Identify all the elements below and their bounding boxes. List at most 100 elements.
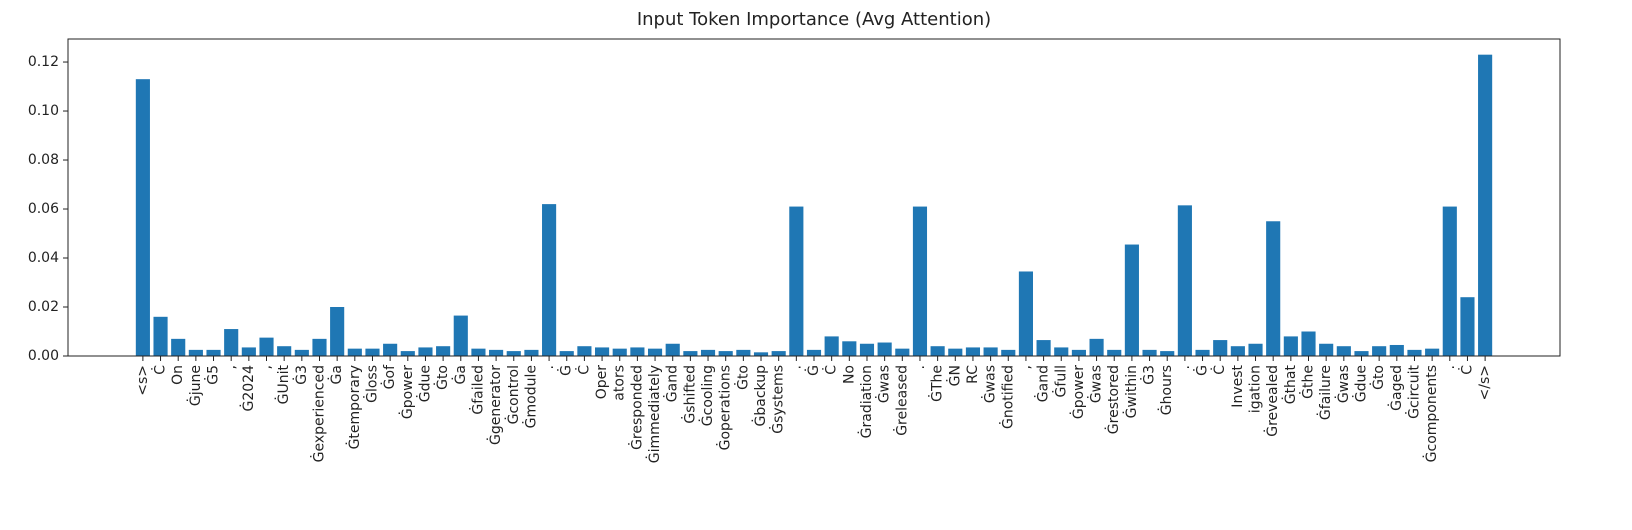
x-tick-label: ĠUnit [274, 365, 292, 405]
bar [1142, 349, 1157, 356]
x-tick-label: Ġcircuit [1404, 365, 1422, 419]
x-tick-label: . [1442, 365, 1458, 369]
bar [1425, 348, 1440, 356]
x-tick-label: Ġof [380, 364, 398, 389]
x-tick-label: Ġtemporary [345, 365, 363, 449]
bar [718, 351, 733, 356]
x-tick-label: Ġcontrol [504, 365, 522, 424]
bar [1160, 351, 1175, 356]
x-tick-label: RC [965, 365, 981, 384]
x-tick-label: Ġfull [1051, 365, 1069, 397]
x-tick-label: Ġ5 [204, 365, 222, 385]
bar [1336, 346, 1351, 356]
x-tick-label: Ċ [1457, 365, 1475, 375]
x-tick-label: Ġwas [875, 365, 893, 403]
chart-title: Input Token Importance (Avg Attention) [637, 9, 991, 30]
bar [1442, 206, 1457, 356]
bar [824, 336, 839, 356]
x-tick-label: Ġpower [398, 365, 416, 419]
bar [612, 348, 627, 356]
x-tick-label: Ġthe [1299, 365, 1317, 399]
x-tick-label: Ġrestored [1104, 365, 1122, 434]
x-tick-label: Ċ [1210, 365, 1228, 375]
x-tick-label: Ġa [327, 365, 345, 384]
bar [224, 329, 239, 356]
bar [630, 347, 645, 356]
x-tick-label: Oper [594, 365, 610, 400]
x-tick-label: Ġloss [362, 365, 380, 403]
x-tick-label: Ġwas [981, 365, 999, 403]
bar [542, 204, 557, 356]
bar [806, 349, 822, 356]
x-tick-label: Ċ [822, 365, 840, 375]
x-tick-label: Ġdue [1351, 365, 1369, 402]
bar [1372, 346, 1387, 356]
bar [524, 349, 539, 356]
bar [700, 349, 716, 356]
bar [1036, 340, 1051, 356]
x-tick-label: Ġ [804, 365, 822, 376]
bar [1071, 349, 1086, 356]
x-tick-label: Ġnotified [998, 365, 1016, 429]
bar [1460, 297, 1475, 356]
bar [930, 346, 945, 356]
bar [595, 347, 610, 356]
x-tick-label: ĠN [945, 365, 963, 386]
bar [171, 338, 186, 356]
x-tick-label: Ġcomponents [1422, 365, 1440, 462]
bar [418, 347, 433, 356]
bar [206, 349, 221, 356]
x-tick-label: , [223, 365, 239, 369]
bar [436, 346, 451, 356]
bar [736, 349, 751, 356]
bar [789, 206, 804, 356]
bar [153, 316, 168, 356]
x-tick-label: Ġbackup [751, 365, 769, 427]
x-tick-label: Ġthat [1281, 364, 1299, 404]
bar [471, 348, 486, 356]
bar [1089, 338, 1104, 356]
bar [665, 343, 680, 356]
x-tick-label: No [841, 365, 857, 384]
x-tick-label: Ġ3 [1140, 365, 1158, 385]
bar [1054, 347, 1069, 356]
x-tick-label: Ġcooling [698, 365, 716, 426]
bar [453, 315, 468, 356]
bar [753, 352, 769, 356]
bar [1124, 244, 1139, 356]
x-tick-label: , [259, 365, 275, 369]
x-tick-label: Ġ [557, 365, 575, 376]
bar [506, 351, 521, 356]
bar [1230, 346, 1245, 356]
bar [1389, 344, 1404, 356]
bar [259, 337, 274, 356]
bar [983, 347, 998, 356]
bar [771, 351, 786, 356]
bar [1354, 351, 1369, 356]
x-tick-label: Ġrevealed [1263, 365, 1281, 437]
x-tick-label: Ġmodule [521, 365, 539, 428]
x-tick-label: Ġ3 [292, 365, 310, 385]
bar [347, 348, 362, 356]
x-tick-label: , [1018, 365, 1034, 369]
x-tick-label: Ġand [1034, 365, 1052, 402]
x-tick-label: Ġgenerator [486, 365, 504, 445]
x-tick-label: igation [1248, 365, 1264, 413]
x-tick-label: Ġ2024 [239, 365, 257, 412]
bar [842, 341, 857, 356]
y-tick-label: 0.10 [28, 103, 59, 119]
x-tick-label: Ġto [1369, 365, 1387, 390]
bar [1478, 54, 1493, 356]
bar [1319, 343, 1334, 356]
bar [1266, 221, 1281, 356]
bar [1018, 271, 1033, 356]
bar [965, 347, 981, 356]
x-tick-label: Ġ [1193, 365, 1211, 376]
x-tick-label: Ġsystems [769, 365, 787, 434]
bar [1301, 331, 1316, 356]
bar [383, 343, 398, 356]
bar [277, 346, 292, 356]
y-tick-label: 0.08 [28, 152, 59, 168]
plot-frame [67, 38, 1561, 357]
